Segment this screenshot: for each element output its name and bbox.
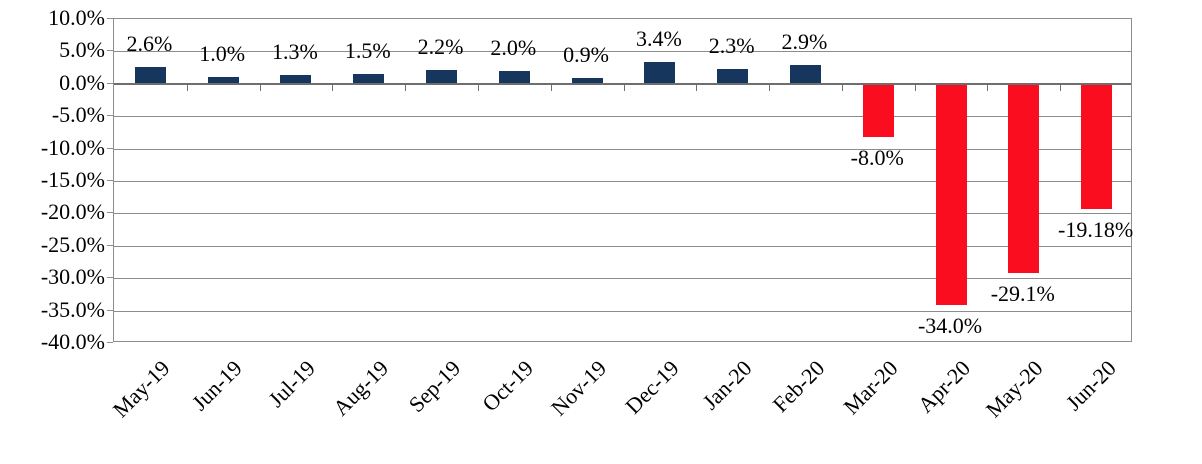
y-axis-tick-label: -25.0% <box>40 231 105 257</box>
x-axis-tick <box>914 84 916 91</box>
y-axis-tick <box>107 115 113 117</box>
x-axis-label-Jun-19: Jun-19 <box>187 355 248 416</box>
data-label-Dec-19: 3.4% <box>635 25 682 51</box>
y-axis-tick <box>107 147 113 149</box>
data-label-Nov-19: 0.9% <box>563 41 610 67</box>
x-axis-label-May-19: May-19 <box>107 355 175 423</box>
y-axis-tick-label: -20.0% <box>40 199 105 225</box>
y-axis-tick <box>107 18 113 19</box>
x-axis-label-May-20: May-20 <box>980 355 1048 423</box>
bar-May-19 <box>134 66 166 84</box>
x-axis-label-Mar-20: Mar-20 <box>838 355 903 420</box>
gridline--25.0% <box>114 245 1131 247</box>
bar-Jun-19 <box>207 77 239 84</box>
x-axis-label-Jan-20: Jan-20 <box>697 355 757 415</box>
x-axis-label-Feb-20: Feb-20 <box>767 355 830 418</box>
x-axis-tick <box>769 84 771 91</box>
data-label-Apr-20: -34.0% <box>917 313 983 339</box>
x-axis-label-Sep-19: Sep-19 <box>403 355 466 418</box>
x-axis-label-Aug-19: Aug-19 <box>327 355 393 421</box>
y-axis-tick-label: 0.0% <box>59 69 105 95</box>
x-axis-tick <box>987 84 989 91</box>
y-axis-tick-label: -35.0% <box>40 296 105 322</box>
gridline--20.0% <box>114 213 1131 215</box>
x-axis-tick <box>841 84 843 91</box>
gridline--35.0% <box>114 310 1131 312</box>
y-axis-tick <box>107 309 113 311</box>
bar-Nov-19 <box>571 77 603 84</box>
x-axis-tick <box>1060 84 1062 91</box>
data-label-Feb-20: 2.9% <box>781 29 828 54</box>
y-axis-tick <box>107 82 113 84</box>
x-axis-label-Dec-19: Dec-19 <box>620 355 684 419</box>
y-axis-tick-label: 10.0% <box>48 5 105 30</box>
plot-area <box>113 18 1132 342</box>
data-label-Aug-19: 1.5% <box>344 38 391 64</box>
data-label-Mar-20: -8.0% <box>850 144 904 170</box>
x-axis-tick <box>186 84 188 91</box>
x-axis-tick <box>477 84 479 91</box>
bar-Dec-19 <box>644 61 676 84</box>
gridline--30.0% <box>114 278 1131 280</box>
x-axis-tick <box>623 84 625 91</box>
y-axis-tick <box>107 244 113 246</box>
y-axis-tick-label: -30.0% <box>40 264 105 290</box>
x-axis-tick <box>332 84 334 91</box>
y-axis-tick-label: -10.0% <box>40 134 105 160</box>
x-axis-label-Nov-19: Nov-19 <box>545 355 612 421</box>
gridline--10.0% <box>114 148 1131 150</box>
x-axis-label-Apr-20: Apr-20 <box>912 355 976 418</box>
x-axis-label-Jul-19: Jul-19 <box>263 355 320 412</box>
y-axis-tick-label: -5.0% <box>51 102 105 128</box>
bar-Aug-19 <box>353 74 385 84</box>
data-label-May-20: -29.1% <box>990 281 1055 307</box>
data-label-Sep-19: 2.2% <box>417 33 464 59</box>
y-axis-tick <box>107 50 113 52</box>
y-axis-tick-label: -15.0% <box>40 167 105 192</box>
x-axis-tick <box>405 84 407 91</box>
y-axis-tick-label: 5.0% <box>59 37 105 63</box>
gridline--15.0% <box>114 181 1131 182</box>
bar-Sep-19 <box>426 69 458 84</box>
x-axis-tick <box>550 84 552 91</box>
y-axis-tick <box>107 212 113 214</box>
x-axis-label-Jun-20: Jun-20 <box>1060 355 1121 416</box>
x-axis-label-Oct-19: Oct-19 <box>477 355 539 417</box>
data-label-Jan-20: 2.3% <box>708 32 755 58</box>
bar-Jul-19 <box>280 75 312 84</box>
x-axis-tick <box>259 84 261 91</box>
bar-Mar-20 <box>862 84 894 137</box>
gridline--5.0% <box>114 116 1131 118</box>
bar-Jan-20 <box>717 68 749 84</box>
bar-Oct-19 <box>498 70 530 84</box>
data-label-Oct-19: 2.0% <box>490 34 537 60</box>
y-axis-tick <box>107 180 113 181</box>
bar-Jun-20 <box>1081 84 1113 210</box>
x-axis-tick <box>696 84 698 91</box>
gridline-5.0% <box>114 51 1131 53</box>
data-label-Jun-19: 1.0% <box>199 41 246 67</box>
zero-axis-line <box>114 82 1131 85</box>
data-label-Jul-19: 1.3% <box>272 39 318 65</box>
y-axis-tick-label: -40.0% <box>40 329 105 354</box>
data-label-May-19: 2.6% <box>126 30 173 56</box>
bar-Apr-20 <box>935 84 967 306</box>
bar-May-20 <box>1008 84 1040 274</box>
y-axis-tick <box>107 277 113 279</box>
y-axis-tick <box>107 342 113 343</box>
data-label-Jun-20: -19.18% <box>1058 217 1134 243</box>
bar-Feb-20 <box>789 65 821 84</box>
